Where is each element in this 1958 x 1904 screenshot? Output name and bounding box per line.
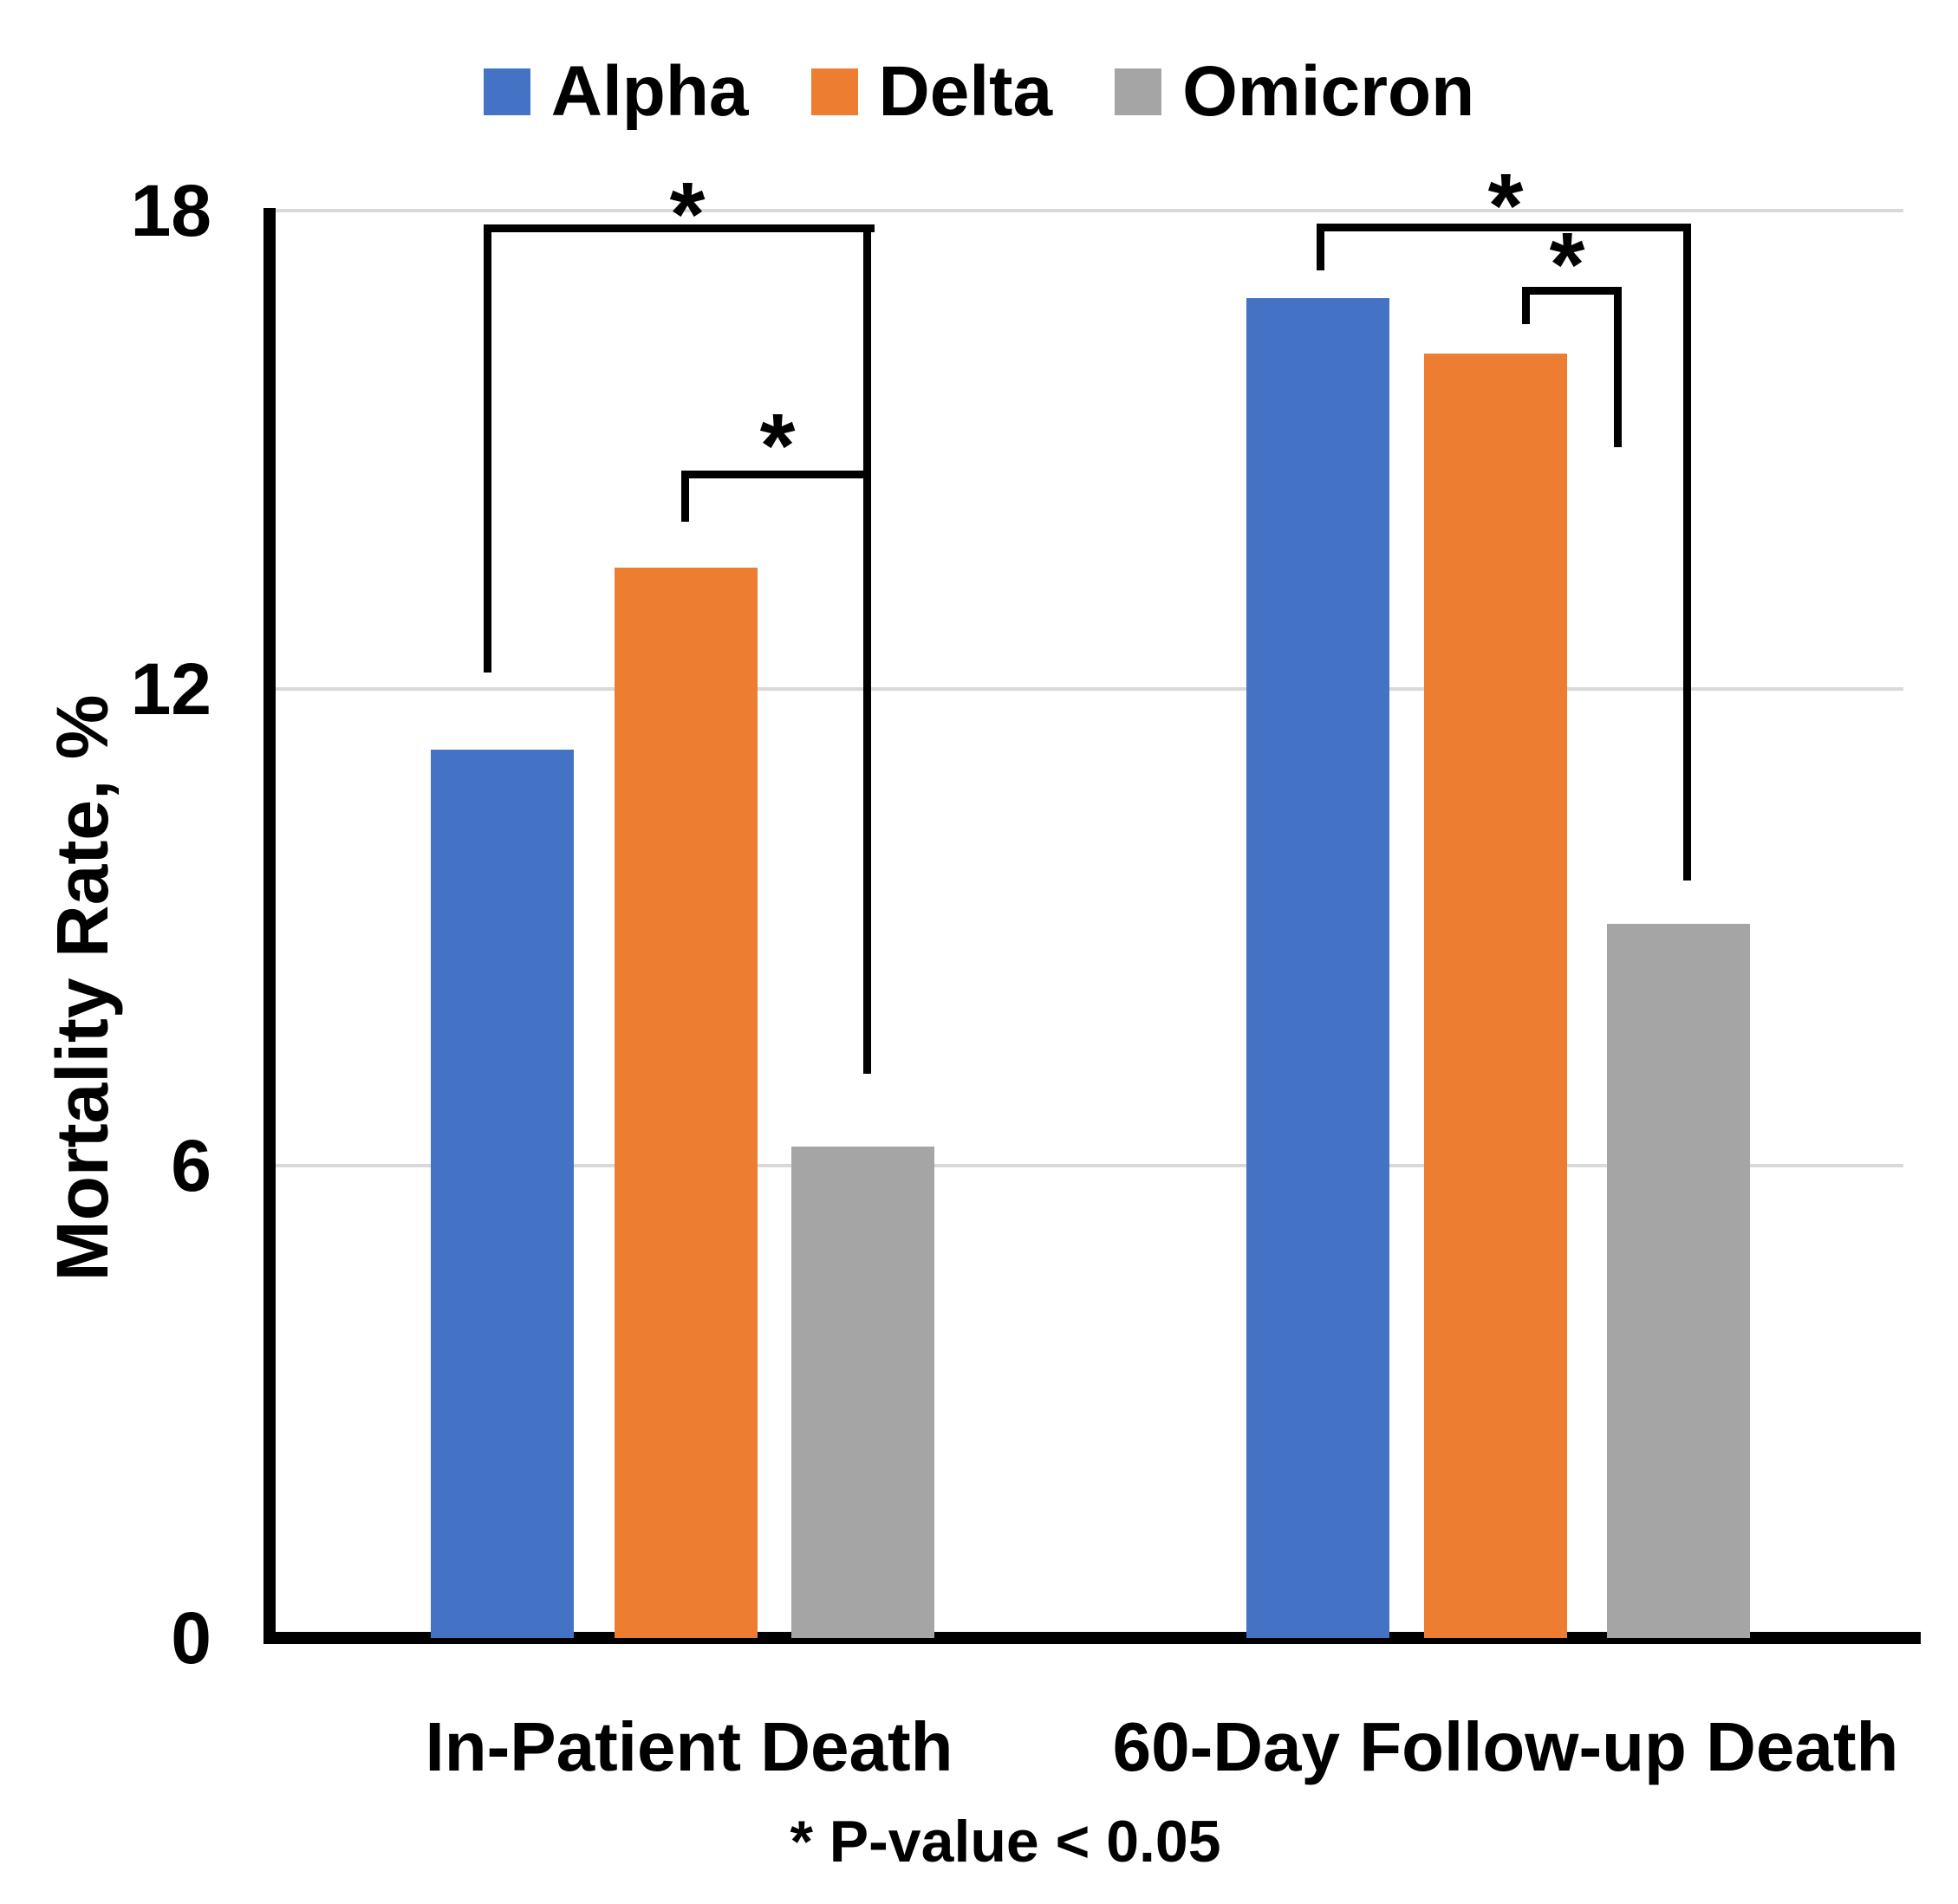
bar-omicron-0	[791, 1147, 934, 1638]
legend-label-alpha: Alpha	[550, 52, 749, 131]
gridline-18	[276, 209, 1903, 212]
y-tick-12: 12	[130, 648, 211, 730]
legend-item-omicron: Omicron	[1115, 50, 1474, 133]
bracket-segment-10	[1614, 287, 1622, 447]
p-value-footnote: * P-value < 0.05	[790, 1809, 1221, 1875]
bracket-segment-7	[1683, 224, 1691, 881]
legend-item-alpha: Alpha	[483, 50, 749, 133]
y-tick-6: 6	[171, 1125, 211, 1206]
significance-asterisk-2: *	[1487, 155, 1524, 257]
bracket-segment-3	[685, 471, 871, 478]
bracket-segment-8	[1525, 287, 1622, 295]
bar-alpha-0	[431, 750, 574, 1638]
bar-delta-0	[615, 568, 758, 1638]
bar-alpha-1	[1246, 298, 1389, 1638]
alpha-swatch-icon	[483, 68, 530, 115]
bracket-segment-1	[484, 224, 491, 673]
significance-asterisk-3: *	[1549, 214, 1585, 315]
legend-label-delta: Delta	[878, 52, 1053, 131]
bracket-segment-6	[1317, 224, 1324, 270]
y-axis-title: Mortality Rate, %	[42, 694, 123, 1282]
y-axis-line	[263, 208, 276, 1644]
bracket-segment-5	[1320, 224, 1691, 231]
bracket-segment-9	[1522, 287, 1530, 324]
omicron-swatch-icon	[1115, 68, 1162, 115]
gridline-12	[276, 687, 1903, 691]
category-label-in-patient-death: In-Patient Death	[425, 1708, 953, 1785]
legend-item-delta: Delta	[810, 50, 1053, 133]
y-tick-18: 18	[130, 170, 211, 251]
bar-delta-1	[1424, 354, 1567, 1638]
legend-label-omicron: Omicron	[1182, 52, 1475, 131]
legend: Alpha Delta Omicron	[0, 50, 1958, 133]
bracket-segment-2	[863, 224, 871, 1074]
delta-swatch-icon	[810, 68, 858, 115]
y-tick-0: 0	[171, 1597, 211, 1679]
category-label-60-day-follow-up-death: 60-Day Follow-up Death	[1112, 1708, 1899, 1785]
significance-asterisk-1: *	[759, 395, 796, 497]
bar-omicron-1	[1607, 924, 1750, 1638]
bracket-segment-4	[681, 471, 689, 522]
bracket-segment-0	[487, 224, 875, 232]
gridline-6	[276, 1164, 1903, 1167]
significance-asterisk-0: *	[669, 164, 706, 265]
